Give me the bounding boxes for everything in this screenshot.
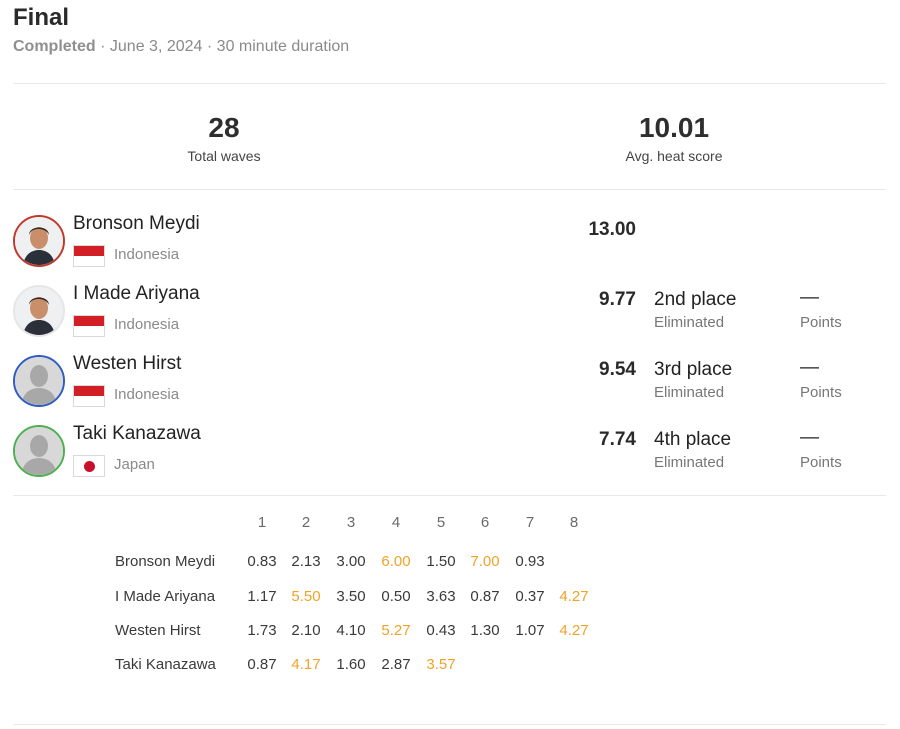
counting-wave-score: 4.17 [291, 656, 321, 673]
wave-score: 3.63 [426, 588, 456, 605]
wave-column-header: 8 [569, 514, 579, 531]
placing: 3rd place [654, 359, 733, 380]
placing-status: Eliminated [654, 314, 725, 331]
separator: · [206, 38, 213, 55]
wave-column-header: 4 [391, 514, 401, 531]
wave-column-header: 1 [257, 514, 267, 531]
wave-score: 3.00 [336, 553, 366, 570]
divider [13, 495, 886, 496]
wave-score: 0.83 [247, 553, 277, 570]
athlete-name[interactable]: I Made Ariyana [73, 283, 200, 304]
wave-score: 1.07 [515, 622, 545, 639]
heat-title: Final [13, 4, 70, 31]
wave-column-header: 6 [480, 514, 490, 531]
heat-total-score: 9.77 [599, 289, 636, 310]
wave-column-header: 5 [436, 514, 446, 531]
athlete-photo [13, 285, 65, 337]
wave-row-athlete-name: Bronson Meydi [115, 553, 216, 570]
heat-total-score: 9.54 [599, 359, 636, 380]
athlete-name[interactable]: Westen Hirst [73, 353, 182, 374]
wave-score: 0.37 [515, 588, 545, 605]
heat-subtitle: Completed · June 3, 2024 · 30 minute dur… [13, 38, 349, 56]
placing: 4th place [654, 429, 732, 450]
wave-score: 0.93 [515, 553, 545, 570]
wave-score: 4.10 [336, 622, 366, 639]
indonesia-flag-icon [73, 385, 105, 407]
heat-total-score: 7.74 [599, 429, 636, 450]
wave-score: 1.30 [470, 622, 500, 639]
wave-row-athlete-name: I Made Ariyana [115, 588, 216, 605]
wave-score: 3.50 [336, 588, 366, 605]
heat-total-score: 13.00 [588, 219, 636, 240]
wave-score: 1.60 [336, 656, 366, 673]
athlete-row[interactable]: Taki Kanazawa Japan 7.74 4th place Eliminate… [13, 422, 886, 482]
heat-date: June 3, 2024 [109, 38, 203, 55]
wave-score: 0.87 [247, 656, 277, 673]
wave-column-header: 7 [525, 514, 535, 531]
athlete-photo [13, 215, 65, 267]
wave-score: 1.17 [247, 588, 277, 605]
athlete-row[interactable]: Bronson Meydi Indonesia 13.00 [13, 212, 886, 272]
divider [13, 83, 886, 84]
athlete-name[interactable]: Taki Kanazawa [73, 423, 201, 444]
points-value: — [800, 357, 819, 378]
points-value: — [800, 287, 819, 308]
wave-score: 1.73 [247, 622, 277, 639]
counting-wave-score: 5.50 [291, 588, 321, 605]
indonesia-flag-icon [73, 315, 105, 337]
stat-avg-heat-score: 10.01 Avg. heat score [564, 112, 784, 164]
athlete-row[interactable]: I Made Ariyana Indonesia 9.77 2nd place Elim… [13, 282, 886, 342]
total-waves-label: Total waves [187, 148, 261, 164]
athlete-row[interactable]: Westen Hirst Indonesia 9.54 3rd place Elimin… [13, 352, 886, 412]
wave-column-header: 2 [301, 514, 311, 531]
indonesia-flag-icon [73, 245, 105, 267]
counting-wave-score: 7.00 [470, 553, 500, 570]
separator: · [100, 38, 106, 55]
avg-heat-score-value: 10.01 [638, 112, 710, 143]
points-label: Points [800, 314, 842, 331]
counting-wave-score: 5.27 [381, 622, 411, 639]
wave-score: 0.43 [426, 622, 456, 639]
divider [13, 189, 886, 190]
placeholder-avatar-icon [13, 355, 65, 407]
wave-score: 2.13 [291, 553, 321, 570]
wave-score: 2.10 [291, 622, 321, 639]
divider [13, 724, 886, 725]
counting-wave-score: 4.27 [559, 588, 589, 605]
wave-column-header: 3 [346, 514, 356, 531]
athlete-country: Indonesia [114, 316, 180, 333]
wave-row-athlete-name: Taki Kanazawa [115, 656, 216, 673]
placing: 2nd place [654, 289, 737, 310]
points-label: Points [800, 454, 842, 471]
japan-flag-icon [73, 455, 105, 477]
heat-status: Completed [13, 38, 96, 55]
heat-duration: 30 minute duration [216, 38, 350, 55]
placing-status: Eliminated [654, 384, 725, 401]
athlete-name[interactable]: Bronson Meydi [73, 213, 200, 234]
placing-status: Eliminated [654, 454, 725, 471]
wave-row-athlete-name: Westen Hirst [115, 622, 201, 639]
athlete-country: Japan [114, 456, 155, 473]
total-waves-value: 28 [208, 112, 240, 143]
wave-score: 1.50 [426, 553, 456, 570]
wave-score: 0.87 [470, 588, 500, 605]
avg-heat-score-label: Avg. heat score [625, 148, 723, 164]
wave-score: 2.87 [381, 656, 411, 673]
stat-total-waves: 28 Total waves [114, 112, 334, 164]
counting-wave-score: 4.27 [559, 622, 589, 639]
athlete-country: Indonesia [114, 386, 180, 403]
athlete-country: Indonesia [114, 246, 180, 263]
points-label: Points [800, 384, 842, 401]
placeholder-avatar-icon [13, 425, 65, 477]
counting-wave-score: 3.57 [426, 656, 456, 673]
counting-wave-score: 6.00 [381, 553, 411, 570]
points-value: — [800, 427, 819, 448]
wave-score: 0.50 [381, 588, 411, 605]
